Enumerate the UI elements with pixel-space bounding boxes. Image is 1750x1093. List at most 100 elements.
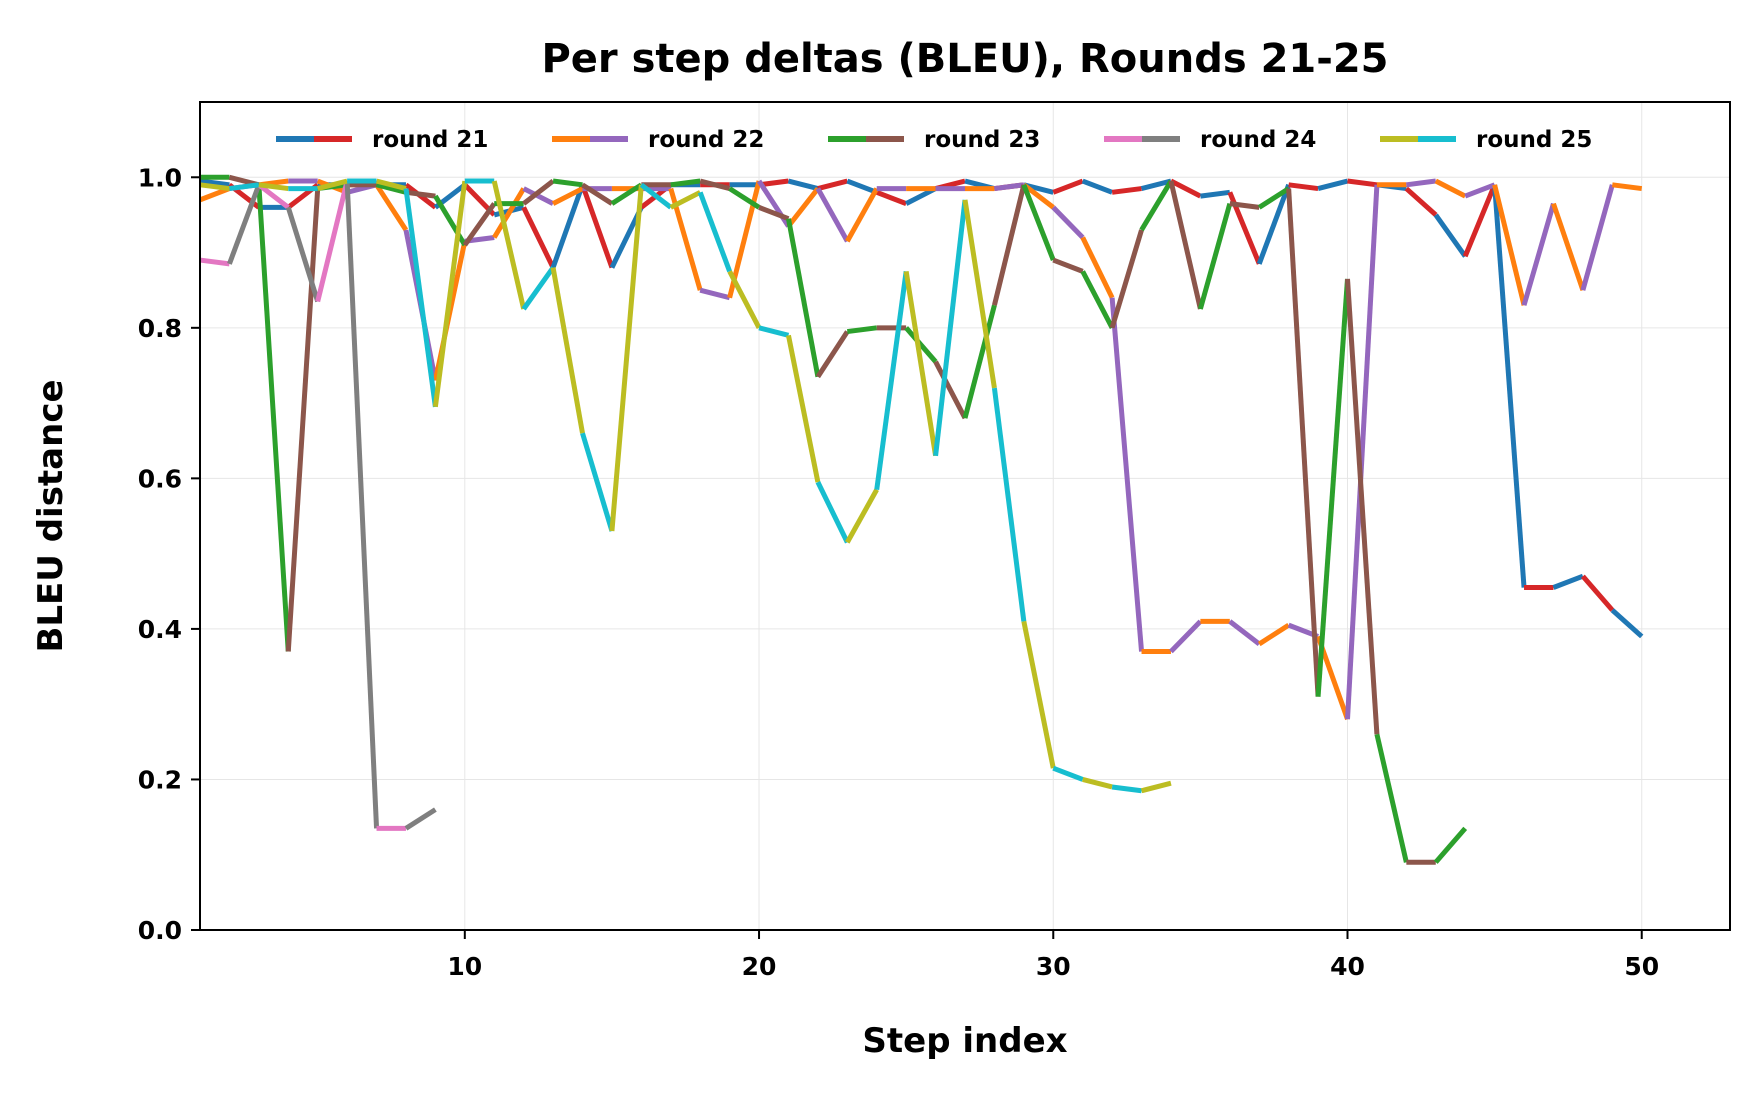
series-segment bbox=[699, 178, 731, 191]
series-segment bbox=[1580, 574, 1615, 612]
series-segment bbox=[552, 178, 583, 188]
series-segment bbox=[1433, 213, 1468, 258]
series-segment bbox=[580, 432, 615, 532]
series-segment bbox=[257, 182, 290, 210]
series-segment bbox=[315, 180, 350, 303]
series-line bbox=[199, 180, 437, 831]
series-segment bbox=[962, 199, 997, 389]
series-segment bbox=[1521, 202, 1556, 306]
series-segment bbox=[550, 267, 585, 434]
series-segment bbox=[1140, 780, 1172, 794]
y-tick-label: 0.8 bbox=[138, 314, 182, 343]
series-segment bbox=[1197, 202, 1233, 310]
series-lines bbox=[199, 174, 1644, 865]
series-segment bbox=[521, 266, 556, 311]
series-segment bbox=[404, 807, 437, 831]
series-segment bbox=[522, 186, 555, 206]
x-tick-label: 20 bbox=[742, 952, 777, 981]
series-segment bbox=[1052, 765, 1084, 782]
series-segment bbox=[1052, 178, 1084, 195]
series-segment bbox=[375, 182, 407, 195]
series-segment bbox=[845, 488, 879, 544]
y-tick-label: 0.4 bbox=[138, 615, 182, 644]
series-segment bbox=[845, 187, 879, 243]
series-segment bbox=[1052, 257, 1084, 274]
x-axis-ticks: 10 20 30 40 50 bbox=[447, 930, 1659, 981]
y-tick-label: 0.0 bbox=[138, 916, 182, 945]
series-segment bbox=[758, 325, 790, 338]
series-segment bbox=[1080, 236, 1115, 299]
series-segment bbox=[199, 178, 230, 188]
series-segment bbox=[258, 182, 289, 192]
series-segment bbox=[1021, 620, 1056, 769]
legend-label: round 22 bbox=[648, 127, 764, 153]
legend-item: round 25 bbox=[1380, 127, 1592, 153]
series-segment bbox=[521, 206, 556, 269]
series-segment bbox=[1552, 573, 1584, 590]
series-segment bbox=[817, 178, 848, 191]
legend-item: round 21 bbox=[276, 127, 488, 153]
series-segment bbox=[815, 187, 850, 243]
y-tick-label: 1.0 bbox=[138, 163, 182, 192]
legend-item: round 24 bbox=[1104, 127, 1316, 153]
series-segment bbox=[846, 178, 878, 195]
series-segment bbox=[462, 202, 497, 247]
y-tick-label: 0.2 bbox=[138, 765, 182, 794]
x-axis-label: Step index bbox=[862, 1021, 1067, 1061]
series-segment bbox=[1492, 184, 1527, 588]
series-segment bbox=[1022, 182, 1055, 210]
legend-label: round 23 bbox=[924, 127, 1040, 153]
legend-label: round 25 bbox=[1476, 127, 1592, 153]
series-segment bbox=[1139, 179, 1174, 232]
series-segment bbox=[581, 182, 614, 206]
series-segment bbox=[1168, 180, 1203, 310]
series-segment bbox=[846, 325, 878, 335]
legend-label: round 24 bbox=[1200, 127, 1316, 153]
series-segment bbox=[1492, 184, 1527, 306]
series-segment bbox=[199, 257, 230, 267]
y-tick-label: 0.6 bbox=[138, 464, 182, 493]
x-tick-label: 30 bbox=[1036, 952, 1071, 981]
series-segment bbox=[317, 178, 348, 191]
series-segment bbox=[1169, 178, 1202, 199]
series-segment bbox=[1464, 182, 1496, 199]
series-segment bbox=[491, 180, 527, 310]
series-segment bbox=[522, 179, 555, 206]
series-segment bbox=[875, 189, 908, 206]
series-segment bbox=[1404, 186, 1438, 217]
series-segment bbox=[1051, 205, 1085, 240]
series-segment bbox=[786, 218, 821, 378]
series-segment bbox=[1256, 183, 1291, 265]
series-segment bbox=[1140, 178, 1172, 191]
series-segment bbox=[1551, 202, 1586, 291]
series-segment bbox=[1406, 178, 1437, 188]
series-segment bbox=[1257, 623, 1291, 647]
x-tick-label: 40 bbox=[1330, 952, 1365, 981]
series-segment bbox=[403, 188, 438, 408]
series-segment bbox=[1374, 733, 1409, 863]
series-line bbox=[199, 178, 1172, 794]
series-segment bbox=[1169, 619, 1203, 654]
series-segment bbox=[697, 191, 732, 273]
series-segment bbox=[580, 183, 615, 269]
series-segment bbox=[903, 270, 939, 457]
series-segment bbox=[904, 326, 938, 364]
series-segment bbox=[1081, 178, 1114, 195]
series-segment bbox=[1109, 229, 1144, 329]
series-segment bbox=[815, 481, 850, 544]
series-segment bbox=[256, 184, 291, 652]
series-segment bbox=[227, 183, 262, 265]
series-segment bbox=[933, 360, 968, 420]
series-segment bbox=[1082, 777, 1113, 790]
series-segment bbox=[962, 304, 997, 419]
series-segment bbox=[991, 387, 1027, 622]
series-segment bbox=[728, 186, 761, 210]
series-segment bbox=[787, 178, 819, 191]
series-segment bbox=[1315, 278, 1350, 697]
series-segment bbox=[285, 188, 321, 652]
series-segment bbox=[670, 178, 701, 188]
series-segment bbox=[1345, 184, 1380, 720]
series-segment bbox=[994, 182, 1025, 192]
